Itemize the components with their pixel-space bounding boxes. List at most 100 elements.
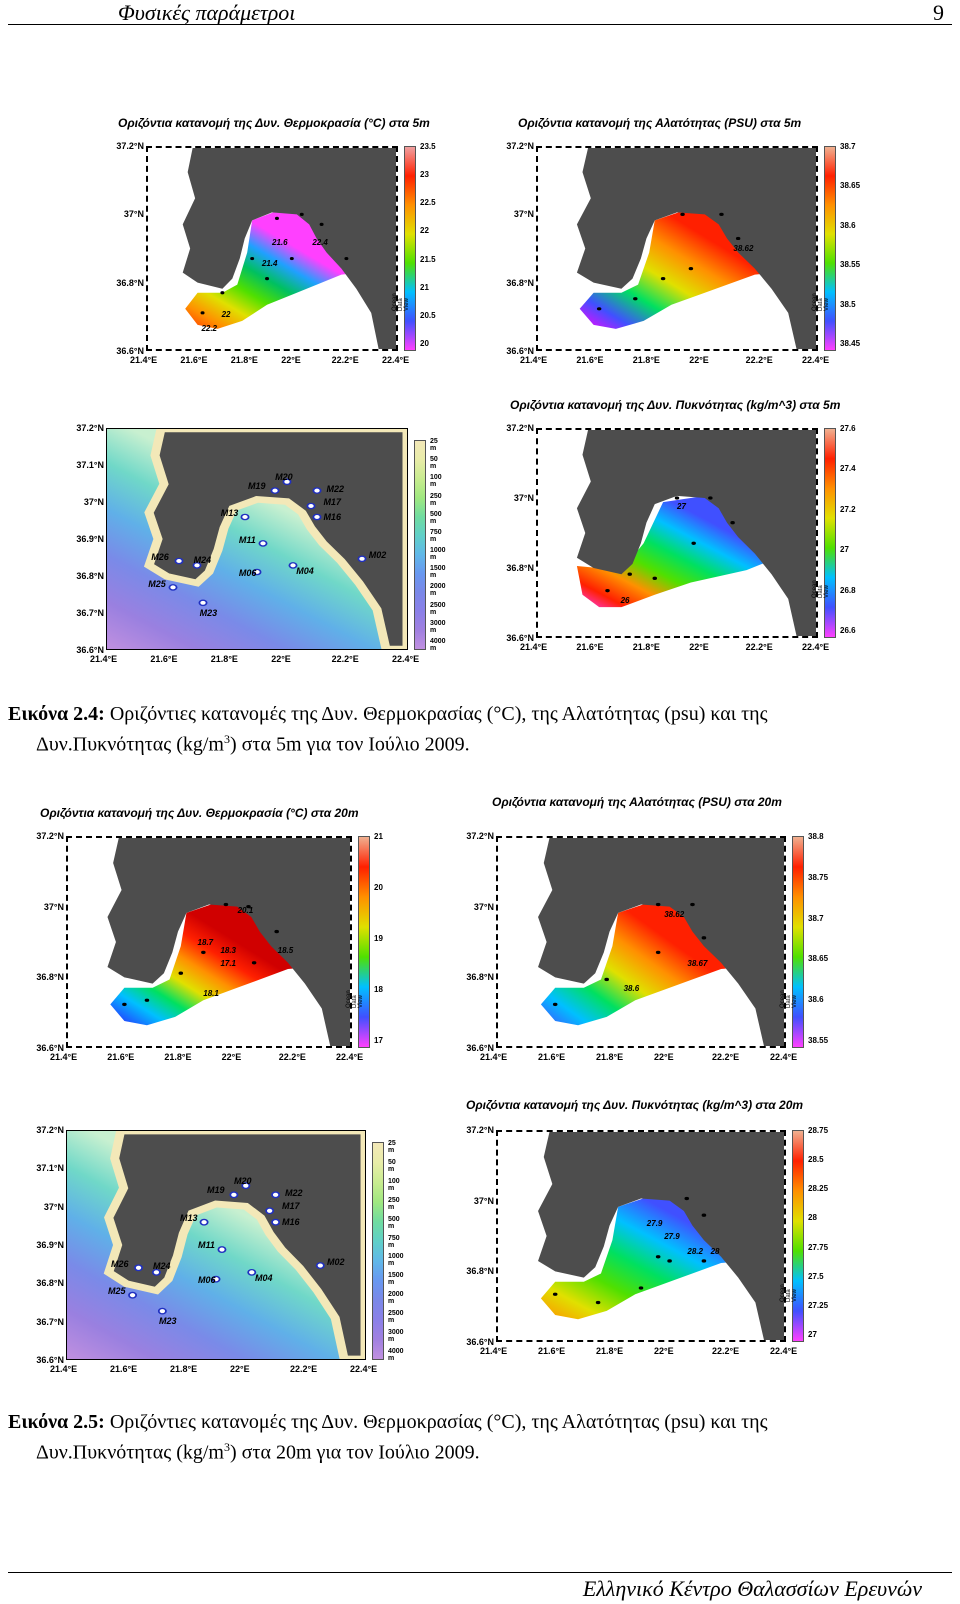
land-mass (576, 148, 816, 349)
station-dot (655, 950, 661, 955)
station-label: M16 (282, 1217, 300, 1228)
station-marker (240, 513, 250, 521)
contour-label: 20.1 (237, 905, 254, 915)
station-marker (252, 568, 262, 576)
station-dot (690, 902, 695, 907)
lat-tick-label: 36.8°N (36, 972, 64, 983)
lat-tick-label: 36.6°N (36, 1355, 64, 1365)
colorbar-label: 28 (808, 1213, 817, 1223)
station-dot (667, 1259, 672, 1263)
map-svg (538, 1132, 784, 1340)
colorbar-label: 21.5 (420, 254, 436, 264)
map-frame (496, 1130, 786, 1342)
contour-label: 22.2 (201, 324, 218, 334)
station-dot (223, 902, 229, 907)
lat-tick-label: 37°N (43, 901, 64, 912)
station-dot (552, 1292, 558, 1296)
colorbar-label: 38.7 (840, 142, 856, 151)
station-marker (288, 562, 298, 569)
station-dot (691, 541, 696, 545)
depth-label: 50 m (388, 1158, 396, 1173)
lon-tick-label: 22°E (689, 355, 709, 365)
station-label: M20 (275, 472, 293, 483)
station-dot (701, 1259, 707, 1263)
fig24-dens-title: Οριζόντια κατανομή της Δυν. Πυκνότητας (… (510, 398, 841, 412)
colorbar-label: 38.6 (840, 220, 856, 230)
depth-label: 500 m (430, 510, 442, 525)
lon-tick-label: 22.2°E (712, 1346, 740, 1356)
contour-label: 17.1 (220, 958, 237, 968)
station-label: M24 (153, 1261, 171, 1272)
lon-tick-label: 22.2°E (712, 1052, 740, 1062)
station-marker (192, 562, 202, 569)
fig24-caption-line1: Οριζόντιες κατανομές της Δυν. Θερμοκρασί… (104, 703, 768, 725)
odv-label: Ocean Data View (812, 580, 830, 598)
land-mass (538, 1132, 784, 1340)
colorbar-label: 38.55 (840, 260, 861, 270)
station-label: M24 (193, 554, 212, 565)
station-marker (128, 1291, 138, 1299)
station-marker (247, 1268, 257, 1276)
lon-tick-label: 22.4°E (802, 642, 830, 652)
station-dot (178, 971, 184, 975)
station-marker (168, 584, 178, 591)
lat-tick-label: 36.6°N (466, 1337, 494, 1347)
station-marker (258, 540, 268, 547)
lon-tick-label: 21.4°E (90, 654, 118, 664)
map-frame (106, 428, 408, 650)
map-svg (538, 838, 784, 1046)
lat-tick-label: 36.8°N (76, 571, 104, 581)
fig24-temp-title: Οριζόντια κατανομή της Δυν. Θερμοκρασία … (118, 116, 430, 130)
station-dot (638, 1286, 644, 1290)
station-dot (144, 998, 150, 1002)
lat-tick-label: 36.9°N (36, 1240, 64, 1250)
odv-label: Ocean Data View (780, 1284, 798, 1302)
station-dot (289, 256, 294, 261)
station-label: M13 (180, 1212, 198, 1223)
station-label: M04 (296, 565, 314, 576)
map-frame (66, 836, 352, 1048)
station-dot (246, 904, 251, 909)
depth-legend (372, 1142, 384, 1360)
station-dot (595, 1300, 601, 1305)
lon-tick-label: 22.4°E (336, 1052, 364, 1062)
lat-tick-label: 37.2°N (506, 423, 534, 433)
station-label: M02 (327, 1256, 345, 1267)
colorbar-label: 38.7 (808, 913, 824, 923)
station-dot (655, 902, 661, 907)
page-header: Φυσικές παράμετροι 9 (8, 0, 952, 25)
colorbar-label: 28.75 (808, 1126, 829, 1135)
station-marker (270, 487, 280, 494)
colorbar-label: 17 (374, 1036, 383, 1045)
colorbar-label: 28.5 (808, 1155, 824, 1165)
colorbar (404, 146, 416, 351)
lon-tick-label: 22°E (230, 1364, 250, 1374)
colorbar-label: 28.25 (808, 1184, 829, 1194)
depth-label: 750 m (430, 528, 442, 543)
contour-label: 27.9 (646, 1219, 663, 1229)
fig25-caption-line1: Οριζόντιες κατανομές της Δυν. Θερμοκρασί… (104, 1411, 768, 1433)
station-label: M06 (238, 567, 257, 578)
station-dot (730, 521, 735, 525)
colorbar-label: 27.6 (840, 424, 856, 433)
station-dot (596, 307, 602, 311)
station-dot (344, 256, 349, 261)
contour-label: 28.2 (687, 1246, 703, 1256)
contour-label: 27.9 (664, 1231, 680, 1241)
contour-label: 27 (677, 501, 686, 511)
lon-tick-label: 21.4°E (50, 1052, 78, 1062)
station-dot (701, 936, 707, 940)
depth-label: 4000 m (430, 638, 446, 652)
station-marker (241, 1182, 251, 1190)
lon-tick-label: 21.8°E (210, 654, 238, 664)
colorbar-label: 27.2 (840, 504, 856, 514)
colorbar-label: 38.5 (840, 299, 856, 309)
fig25-caption-line2a: Δυν.Πυκνότητας (kg/m (36, 1441, 224, 1464)
station-dot (735, 236, 741, 241)
map-svg (576, 148, 816, 349)
lon-tick-label: 21.8°E (632, 355, 660, 365)
lat-tick-label: 36.6°N (466, 1043, 494, 1053)
colorbar-label: 38.45 (840, 339, 861, 348)
station-marker (282, 478, 292, 486)
fig25-caption: Εικόνα 2.5: Οριζόντιες κατανομές της Δυν… (8, 1410, 768, 1466)
